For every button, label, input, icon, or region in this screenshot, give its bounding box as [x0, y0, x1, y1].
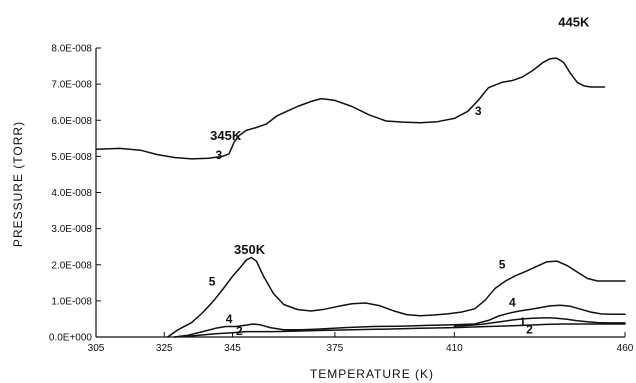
series-label-2: 2 — [236, 324, 243, 338]
y-tick-label: 4.0E-008 — [51, 188, 92, 199]
y-axis-title: PRESSURE (TORR) — [11, 121, 25, 247]
x-tick-label: 325 — [156, 343, 173, 354]
y-tick-label: 2.0E-008 — [51, 260, 92, 271]
tick-labels: 0.0E+000 1.0E-008 2.0E-008 3.0E-008 4.0E-008… — [49, 44, 634, 355]
x-tick-label: 410 — [446, 343, 463, 354]
y-tick-label: 5.0E-008 — [51, 152, 92, 163]
series-label-3: 3 — [216, 148, 223, 162]
series-label-5: 5 — [209, 275, 216, 289]
series-label-3: 3 — [475, 104, 482, 118]
x-axis-title: TEMPERATURE (K) — [310, 367, 434, 381]
x-tick-label: 460 — [617, 343, 634, 354]
axes — [95, 47, 626, 338]
series-line-1 — [453, 317, 626, 327]
curves — [95, 57, 626, 338]
series-label-4: 4 — [226, 312, 233, 326]
series-line-2 — [173, 323, 626, 338]
x-tick-label: 375 — [327, 343, 344, 354]
series-line-4 — [173, 304, 626, 338]
y-tick-label: 6.0E-008 — [51, 116, 92, 127]
y-tick-label: 3.0E-008 — [51, 224, 92, 235]
peak-label: 345K — [210, 128, 242, 143]
y-tick-label: 7.0E-008 — [51, 80, 92, 91]
series-label-2: 2 — [526, 322, 533, 336]
y-tick-label: 8.0E-008 — [51, 44, 92, 55]
series-line-3 — [95, 57, 606, 160]
y-tick-label: 0.0E+000 — [49, 333, 93, 344]
y-tick-label: 1.0E-008 — [51, 296, 92, 307]
series-label-4: 4 — [509, 295, 516, 309]
x-tick-label: 345 — [224, 343, 241, 354]
series-label-1: 1 — [519, 315, 526, 329]
peak-label: 350K — [234, 242, 266, 257]
x-tick-label: 305 — [88, 343, 105, 354]
series-line-5 — [166, 256, 626, 338]
series-label-5: 5 — [499, 257, 506, 271]
peak-label: 445K — [558, 14, 590, 29]
